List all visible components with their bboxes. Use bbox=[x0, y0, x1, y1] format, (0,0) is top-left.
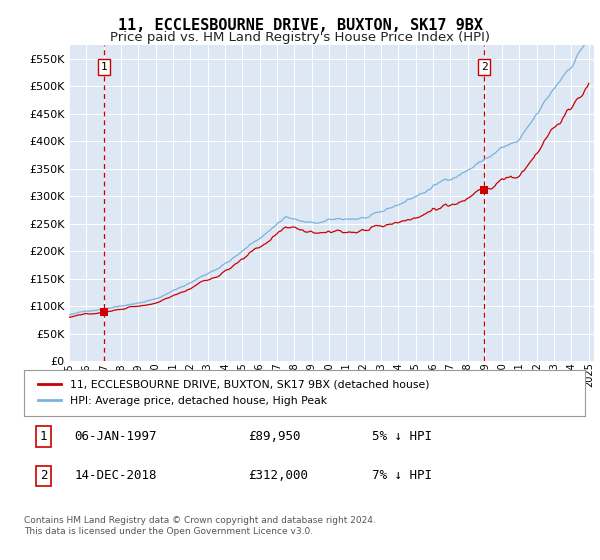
Text: £89,950: £89,950 bbox=[248, 430, 301, 443]
Text: 14-DEC-2018: 14-DEC-2018 bbox=[74, 469, 157, 483]
Text: 2: 2 bbox=[40, 469, 47, 483]
Text: 2: 2 bbox=[481, 62, 488, 72]
Text: Contains HM Land Registry data © Crown copyright and database right 2024.
This d: Contains HM Land Registry data © Crown c… bbox=[24, 516, 376, 536]
Text: 5% ↓ HPI: 5% ↓ HPI bbox=[372, 430, 432, 443]
Text: Price paid vs. HM Land Registry's House Price Index (HPI): Price paid vs. HM Land Registry's House … bbox=[110, 31, 490, 44]
Text: 11, ECCLESBOURNE DRIVE, BUXTON, SK17 9BX: 11, ECCLESBOURNE DRIVE, BUXTON, SK17 9BX bbox=[118, 18, 482, 33]
Text: 7% ↓ HPI: 7% ↓ HPI bbox=[372, 469, 432, 483]
Text: £312,000: £312,000 bbox=[248, 469, 308, 483]
Text: 1: 1 bbox=[40, 430, 47, 443]
Legend: 11, ECCLESBOURNE DRIVE, BUXTON, SK17 9BX (detached house), HPI: Average price, d: 11, ECCLESBOURNE DRIVE, BUXTON, SK17 9BX… bbox=[32, 374, 435, 411]
Text: 06-JAN-1997: 06-JAN-1997 bbox=[74, 430, 157, 443]
Text: 1: 1 bbox=[101, 62, 108, 72]
